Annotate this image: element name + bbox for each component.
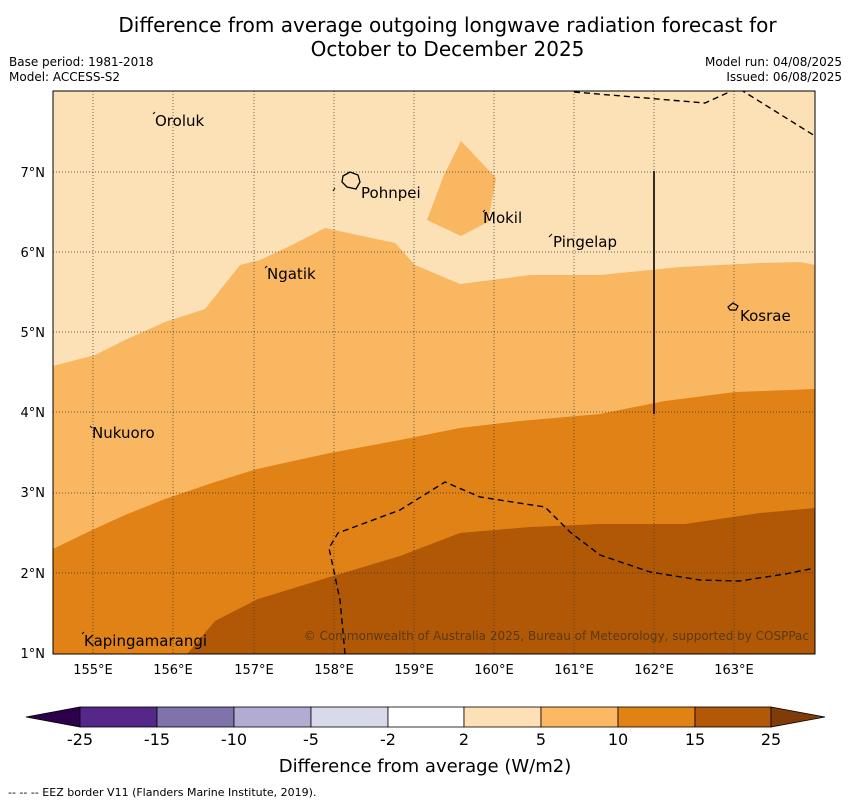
label-pohnpei: Pohnpei — [361, 184, 421, 202]
colorbar-seg-6 — [463, 706, 542, 728]
model-name: Model: ACCESS-S2 — [9, 70, 121, 84]
cb-tick-2: -15 — [144, 730, 170, 749]
colorbar-max-arrow — [770, 706, 826, 728]
title-line-2: October to December 2025 — [310, 37, 585, 61]
lat-tick-labels: 1°N 2°N 3°N 4°N 5°N 6°N 7°N — [21, 166, 46, 662]
colorbar-seg-7 — [540, 706, 619, 728]
label-kosrae: Kosrae — [740, 307, 791, 325]
colorbar-seg-8 — [617, 706, 696, 728]
lat-tick-1: 1°N — [21, 647, 46, 662]
meta-left: Base period: 1981-2018 Model: ACCESS-S2 — [9, 55, 154, 85]
map-gridlines — [53, 91, 815, 654]
kosrae-island — [727, 302, 739, 311]
lat-tick-2: 2°N — [21, 567, 46, 582]
colorbar-label: Difference from average (W/m2) — [279, 756, 571, 777]
colorbar-min-arrow — [25, 706, 81, 728]
atoll-markers — [81, 111, 553, 635]
colorbar-seg-9 — [694, 706, 772, 728]
lon-tick-159: 159°E — [394, 663, 434, 678]
meta-right: Model run: 04/08/2025 Issued: 06/08/2025 — [705, 55, 842, 85]
map-area: Oroluk Pohnpei Mokil Pingelap Ngatik Kos… — [53, 91, 815, 654]
cb-tick-5: -2 — [380, 730, 396, 749]
cb-tick-3: -10 — [221, 730, 247, 749]
lon-tick-160: 160°E — [474, 663, 514, 678]
model-run: Model run: 04/08/2025 — [704, 55, 842, 69]
eez-footnote: -- -- -- EEZ border V11 (Flanders Marine… — [8, 786, 317, 799]
lon-tick-158: 158°E — [314, 663, 354, 678]
label-ngatik: Ngatik — [267, 265, 316, 283]
cb-tick-10: 25 — [761, 730, 781, 749]
mokil-marker — [482, 209, 486, 213]
colorbar-tick-labels: -25 -15 -10 -5 -2 2 5 10 15 25 — [67, 730, 781, 749]
eez-border — [328, 91, 815, 654]
cb-tick-9: 15 — [685, 730, 705, 749]
lon-tick-156: 156°E — [153, 663, 193, 678]
cb-tick-4: -5 — [303, 730, 319, 749]
nukuoro-marker — [89, 425, 93, 429]
colorbar-seg-3 — [233, 706, 312, 728]
lon-tick-labels: 155°E 156°E 157°E 158°E 159°E 160°E 161°… — [73, 663, 754, 678]
pingelap-marker — [548, 233, 553, 238]
colorbar — [25, 706, 826, 728]
lon-tick-163: 163°E — [714, 663, 754, 678]
kapingamarangi-marker — [81, 631, 85, 635]
lon-tick-162: 162°E — [634, 663, 674, 678]
issued-date: Issued: 06/08/2025 — [726, 70, 842, 84]
colorbar-seg-2 — [156, 706, 235, 728]
map-frame — [52, 90, 816, 655]
cb-tick-1: -25 — [67, 730, 93, 749]
lat-tick-4: 4°N — [21, 406, 46, 421]
band-15-to-25 — [187, 508, 815, 654]
colorbar-seg-5 — [387, 706, 465, 728]
label-nukuoro: Nukuoro — [92, 424, 155, 442]
map-title: Difference from average outgoing longwav… — [0, 13, 850, 61]
place-labels: Oroluk Pohnpei Mokil Pingelap Ngatik Kos… — [84, 112, 791, 650]
band-5-to-10-patch — [427, 141, 496, 236]
title-line-1: Difference from average outgoing longwav… — [118, 13, 777, 37]
cb-tick-6: 2 — [459, 730, 469, 749]
copyright-notice: © Commonwealth of Australia 2025, Bureau… — [304, 629, 809, 643]
ngatik-marker — [264, 265, 268, 269]
lat-tick-6: 6°N — [21, 246, 46, 261]
colorbar-seg-4 — [310, 706, 389, 728]
lon-tick-157: 157°E — [234, 663, 274, 678]
cb-tick-8: 10 — [608, 730, 628, 749]
lat-tick-3: 3°N — [21, 486, 46, 501]
label-mokil: Mokil — [483, 209, 522, 227]
pohnpei-islet — [332, 187, 336, 192]
lon-tick-155: 155°E — [73, 663, 113, 678]
colorbar-seg-1 — [79, 706, 158, 728]
lat-tick-7: 7°N — [21, 166, 46, 181]
lat-tick-5: 5°N — [21, 326, 46, 341]
cb-tick-7: 5 — [536, 730, 546, 749]
lon-tick-161: 161°E — [554, 663, 594, 678]
label-kapingamarangi: Kapingamarangi — [84, 632, 207, 650]
base-period: Base period: 1981-2018 — [9, 55, 154, 69]
label-pingelap: Pingelap — [553, 233, 617, 251]
label-oroluk: Oroluk — [155, 112, 204, 130]
pohnpei-island — [341, 171, 361, 190]
oroluk-marker — [152, 111, 156, 115]
